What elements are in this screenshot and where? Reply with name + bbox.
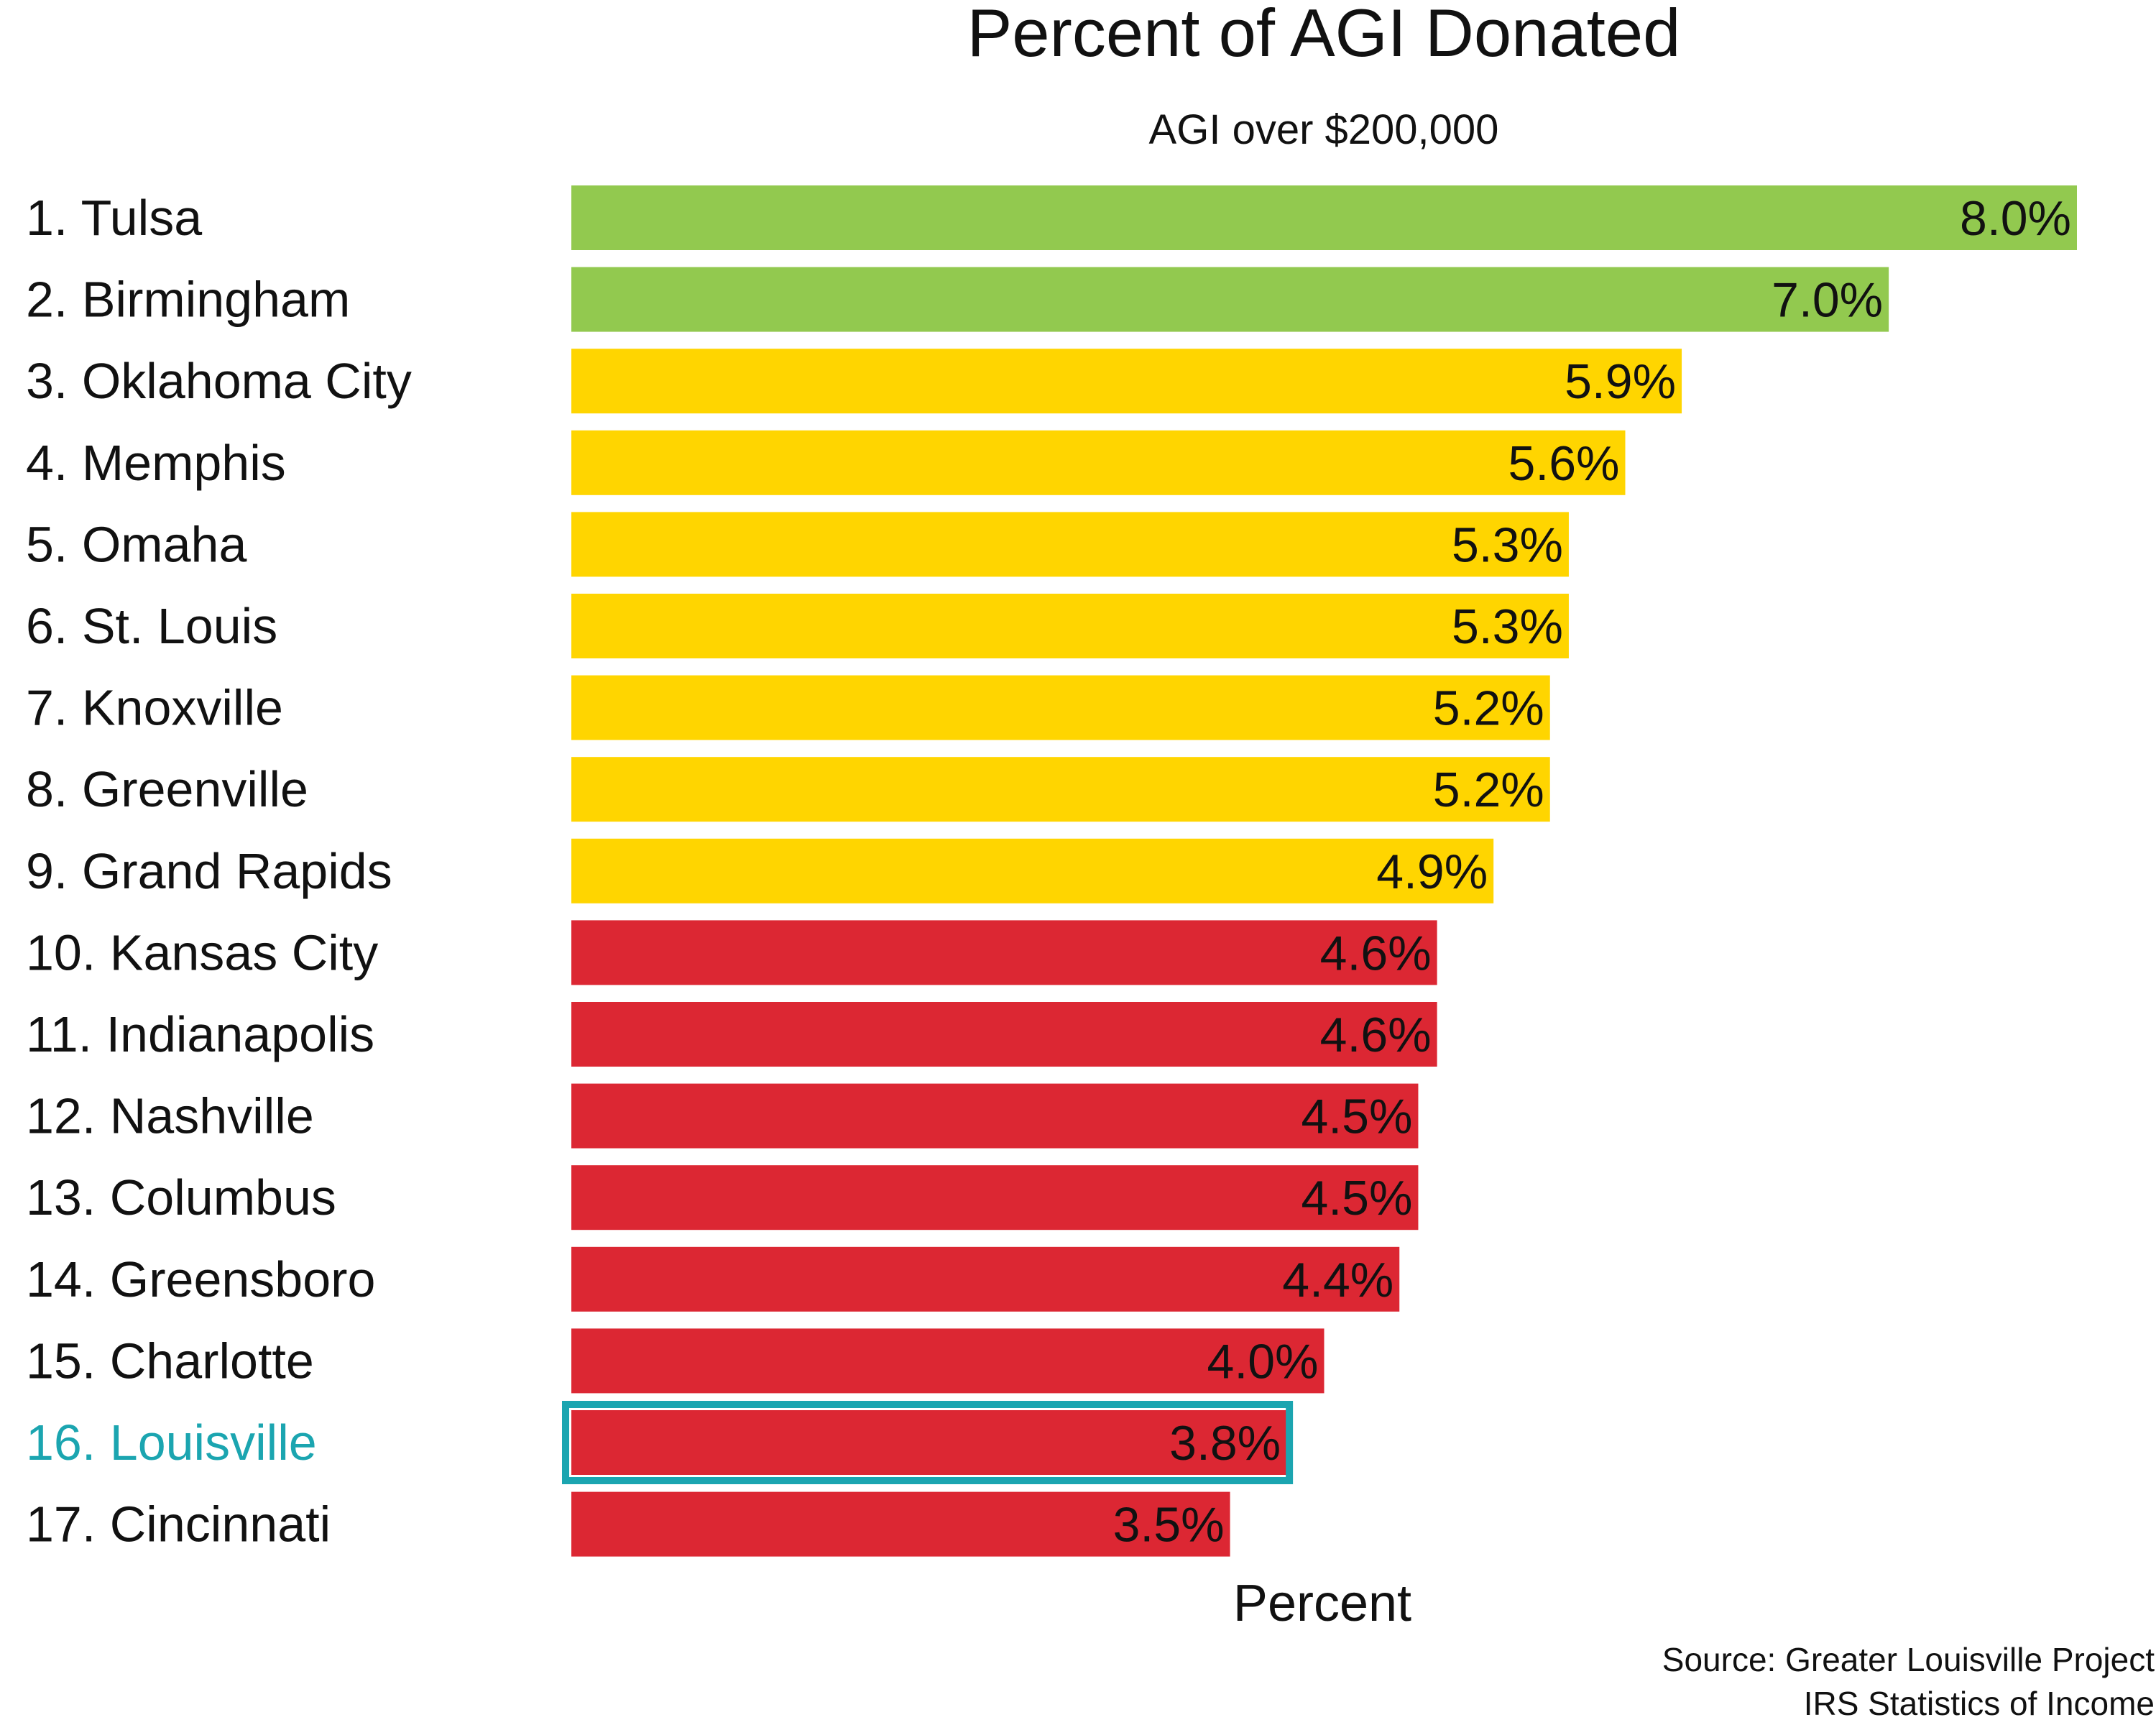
bar (571, 430, 1626, 495)
category-label: 1. Tulsa (26, 190, 202, 246)
chart-title: Percent of AGI Donated (967, 0, 1681, 70)
data-label: 4.5% (1301, 1171, 1412, 1225)
category-label: 12. Nashville (26, 1088, 314, 1144)
category-label: 3. Oklahoma City (26, 353, 412, 409)
category-label: 4. Memphis (26, 435, 286, 491)
data-label: 4.6% (1320, 1008, 1432, 1062)
data-label: 4.5% (1301, 1090, 1412, 1144)
category-label: 14. Greensboro (26, 1251, 375, 1307)
data-label: 5.3% (1452, 518, 1563, 572)
bar (571, 757, 1550, 822)
data-label: 3.8% (1169, 1416, 1281, 1471)
category-label: 5. Omaha (26, 516, 247, 572)
category-label: 13. Columbus (26, 1169, 336, 1225)
data-label: 5.2% (1433, 763, 1544, 817)
data-label: 8.0% (1960, 191, 2071, 246)
category-label: 6. St. Louis (26, 598, 277, 654)
x-axis-label: Percent (1233, 1575, 1411, 1632)
data-label: 5.6% (1508, 436, 1620, 491)
data-label: 5.9% (1565, 354, 1676, 409)
data-label: 4.0% (1207, 1334, 1319, 1389)
bar (571, 1002, 1437, 1067)
bar (571, 267, 1889, 332)
data-label: 5.2% (1433, 681, 1544, 736)
category-label: 8. Greenville (26, 761, 308, 817)
category-label: 7. Knoxville (26, 680, 283, 736)
bar (571, 1246, 1400, 1312)
category-label: 17. Cincinnati (26, 1496, 331, 1552)
category-label: 9. Grand Rapids (26, 843, 392, 899)
source-line-1: Source: Greater Louisville Project (1662, 1641, 2155, 1678)
category-label: 16. Louisville (26, 1414, 317, 1471)
bar (571, 838, 1494, 903)
bar (571, 512, 1569, 577)
data-label: 3.5% (1113, 1498, 1225, 1552)
category-label: 15. Charlotte (26, 1333, 314, 1389)
bar (571, 1083, 1419, 1149)
bar (571, 1410, 1287, 1475)
bar (571, 349, 1682, 414)
category-label: 10. Kansas City (26, 924, 378, 980)
bar (571, 594, 1569, 658)
bar (571, 675, 1550, 740)
data-label: 4.6% (1320, 926, 1432, 980)
data-label: 4.9% (1376, 845, 1488, 899)
bar (571, 1328, 1325, 1394)
source-line-2: IRS Statistics of Income (1804, 1685, 2155, 1722)
highlight-box (562, 1401, 1294, 1484)
data-label: 4.4% (1282, 1253, 1393, 1307)
chart-subtitle: AGI over $200,000 (1149, 106, 1499, 153)
category-label: 2. Birmingham (26, 272, 350, 328)
bar (571, 185, 2077, 250)
bar (571, 920, 1437, 985)
bar (571, 1491, 1230, 1557)
bars-group: 1. Tulsa 8.0% 2. Birmingham 7.0% 3. Oklahoma… (26, 185, 2077, 1557)
data-label: 7.0% (1772, 273, 1883, 328)
data-label: 5.3% (1452, 599, 1563, 654)
bar (571, 1165, 1419, 1230)
category-label: 11. Indianapolis (26, 1006, 374, 1062)
